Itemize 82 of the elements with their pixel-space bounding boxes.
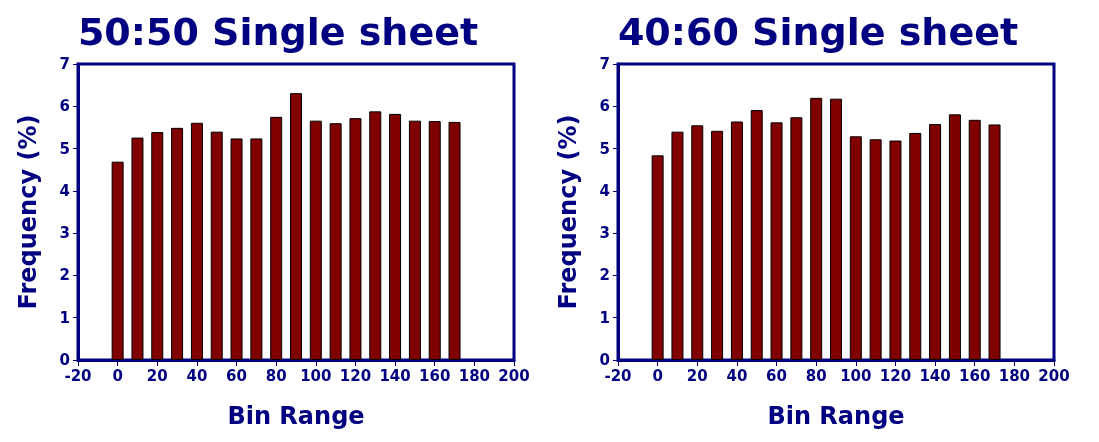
x-tick-label: 180: [998, 366, 1031, 385]
x-tick-label: 140: [379, 366, 411, 385]
bar: [651, 155, 664, 360]
bar: [270, 116, 283, 360]
x-axis-title: Bin Range: [767, 402, 905, 430]
y-tick-label: 2: [599, 266, 610, 285]
bar: [389, 113, 402, 360]
bar: [408, 120, 421, 360]
bar: [671, 131, 684, 360]
y-tick-label: 0: [599, 351, 610, 369]
x-axis-title: Bin Range: [227, 402, 365, 430]
y-tick-label: 4: [59, 181, 70, 200]
x-tick-label: 100: [840, 366, 872, 385]
x-tick-label: 60: [226, 366, 247, 385]
x-tick-label: 200: [1038, 366, 1070, 385]
bar: [711, 130, 724, 360]
x-tick-label: 60: [766, 366, 787, 385]
y-tick-label: 6: [599, 97, 610, 116]
bar: [329, 123, 342, 360]
bar: [369, 111, 382, 360]
bar: [448, 121, 461, 360]
y-tick-label: 7: [59, 55, 70, 73]
x-tick-label: 140: [919, 366, 951, 385]
bar: [869, 139, 882, 360]
x-tick-label: 100: [300, 366, 332, 385]
bar: [250, 138, 263, 360]
bar: [948, 114, 961, 360]
x-tick-label: 40: [186, 366, 208, 385]
bar: [830, 98, 842, 360]
bar: [849, 136, 862, 360]
y-tick-label: 3: [599, 224, 610, 243]
bar: [309, 120, 322, 360]
bar: [428, 121, 441, 360]
y-axis-title: Frequency (%): [554, 114, 582, 310]
bar: [230, 138, 243, 360]
x-tick-label: 80: [805, 366, 827, 385]
x-tick-label: 160: [959, 366, 991, 385]
bar: [111, 161, 124, 360]
bar: [988, 124, 1001, 360]
x-tick-label: 160: [419, 366, 451, 385]
bar: [750, 110, 763, 360]
bar: [909, 132, 922, 360]
y-axis-title: Frequency (%): [14, 114, 42, 310]
bar: [151, 132, 164, 360]
bar: [290, 93, 302, 360]
x-tick-label: 0: [112, 366, 123, 385]
bar: [210, 131, 223, 360]
bar: [770, 122, 783, 360]
bar: [810, 97, 823, 360]
x-tick-label: 120: [879, 366, 912, 385]
y-tick-label: 2: [59, 266, 70, 285]
x-tick-label: 40: [726, 366, 748, 385]
bar: [171, 127, 184, 360]
y-tick-label: 1: [59, 308, 70, 327]
x-tick-label: 80: [265, 366, 287, 385]
bar: [190, 122, 203, 360]
chart-title: 50:50 Single sheet: [77, 10, 479, 54]
y-tick-label: 7: [599, 55, 610, 73]
x-tick-label: 20: [146, 366, 168, 385]
x-tick-label: -20: [604, 366, 632, 385]
bar: [889, 140, 902, 360]
chart-title: 40:60 Single sheet: [617, 10, 1019, 54]
y-tick-label: 6: [59, 97, 70, 116]
y-tick-label: 4: [599, 181, 610, 200]
y-tick-label: 5: [59, 139, 70, 158]
x-tick-label: 180: [458, 366, 491, 385]
bar: [929, 124, 942, 360]
x-tick-label: 200: [498, 366, 530, 385]
bar: [131, 137, 144, 360]
x-tick-label: 20: [686, 366, 708, 385]
y-tick-label: 3: [59, 224, 70, 243]
y-tick-label: 1: [599, 308, 610, 327]
bar: [968, 119, 981, 360]
bar: [349, 118, 362, 360]
x-tick-label: -20: [64, 366, 92, 385]
y-tick-label: 0: [59, 351, 70, 369]
bar: [691, 125, 704, 360]
y-tick-label: 5: [599, 139, 610, 158]
x-tick-label: 120: [339, 366, 372, 385]
x-tick-label: 0: [652, 366, 663, 385]
bar: [730, 121, 743, 360]
bar: [790, 117, 803, 360]
